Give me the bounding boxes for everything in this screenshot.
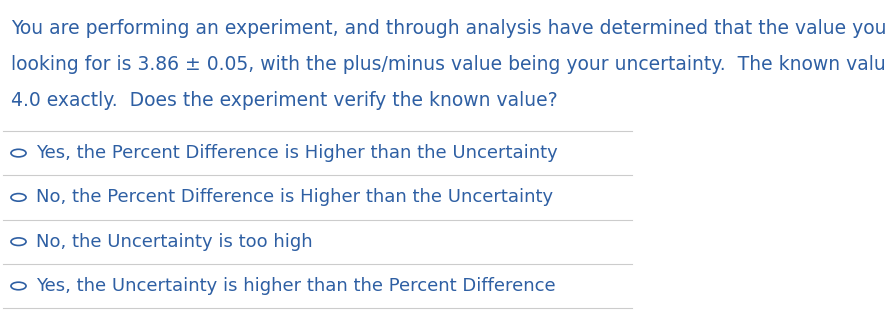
Text: No, the Uncertainty is too high: No, the Uncertainty is too high: [36, 233, 312, 251]
Text: No, the Percent Difference is Higher than the Uncertainty: No, the Percent Difference is Higher tha…: [36, 188, 553, 206]
Text: Yes, the Percent Difference is Higher than the Uncertainty: Yes, the Percent Difference is Higher th…: [36, 144, 558, 162]
Text: You are performing an experiment, and through analysis have determined that the : You are performing an experiment, and th…: [11, 19, 885, 38]
Text: looking for is 3.86 ± 0.05, with the plus/minus value being your uncertainty.  T: looking for is 3.86 ± 0.05, with the plu…: [11, 55, 885, 74]
Text: 4.0 exactly.  Does the experiment verify the known value?: 4.0 exactly. Does the experiment verify …: [11, 91, 558, 110]
Text: Yes, the Uncertainty is higher than the Percent Difference: Yes, the Uncertainty is higher than the …: [36, 277, 556, 295]
